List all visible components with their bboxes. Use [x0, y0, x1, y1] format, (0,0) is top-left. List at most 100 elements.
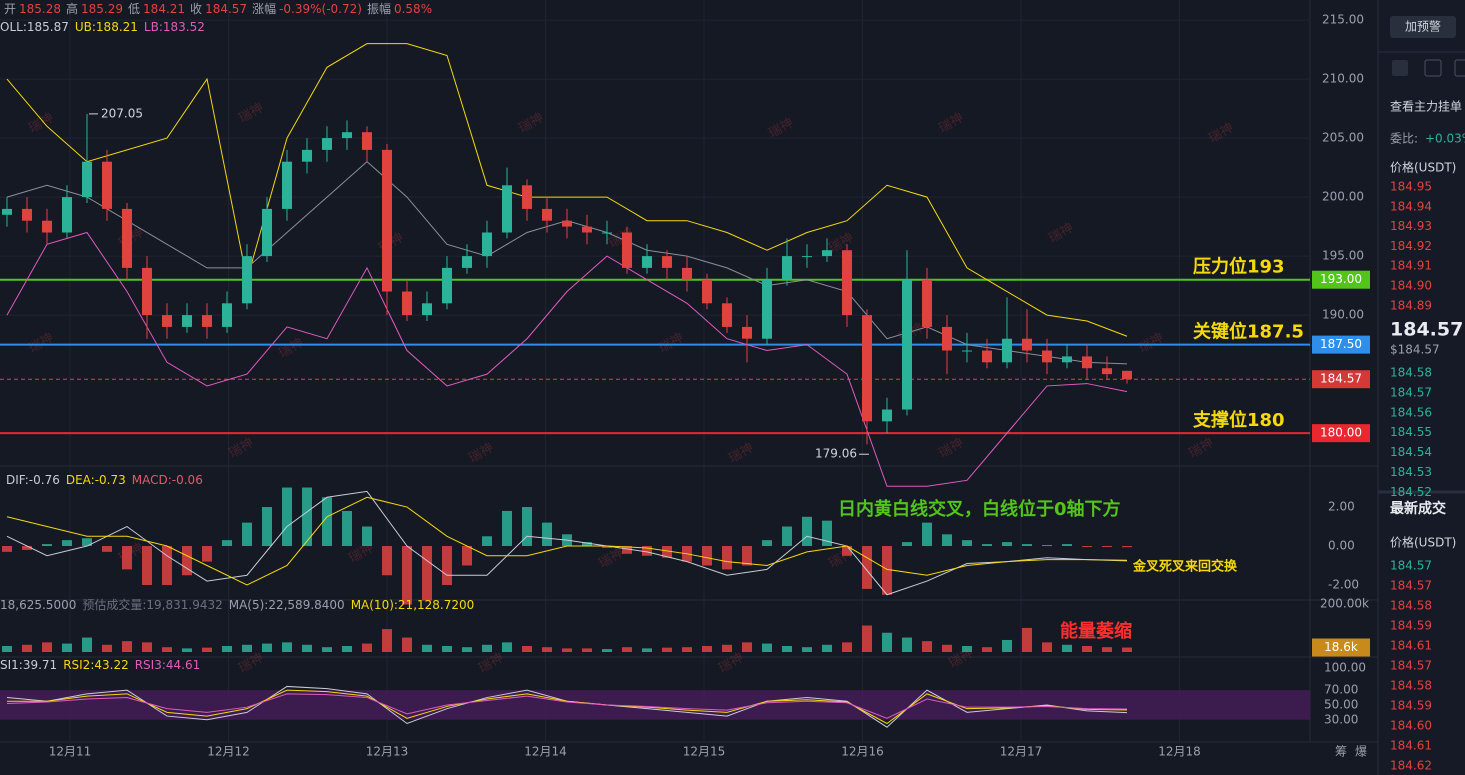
macd-bar [1082, 546, 1092, 548]
legend-item: RSI2:43.22 [63, 658, 129, 672]
bid-price: 184.58 [1390, 366, 1432, 380]
ratio-label: 委比: [1390, 132, 1418, 146]
level-label: 压力位193 [1193, 256, 1285, 278]
macd-bar [362, 526, 372, 547]
y-tick-label: 200.00k [1320, 596, 1369, 610]
macd-bar [842, 546, 852, 556]
volume-bar [762, 643, 772, 652]
volume-bar [62, 643, 72, 652]
candle-body [1122, 370, 1132, 380]
volume-bar [782, 645, 792, 652]
candle-body [1062, 356, 1072, 363]
macd-bar [1062, 544, 1072, 547]
info-label: 收 [190, 2, 202, 16]
volume-bar [942, 644, 952, 652]
x-tick-label: 12月12 [207, 745, 250, 759]
volume-bar [262, 643, 272, 652]
macd-bar [862, 546, 872, 589]
macd-bar [422, 546, 432, 601]
trade-price: 184.58 [1390, 679, 1432, 693]
x-tick-label: 12月15 [683, 745, 726, 759]
macd-bar [482, 536, 492, 547]
volume-bar [182, 648, 192, 652]
volume-bar [822, 644, 832, 652]
candle-body [182, 315, 192, 327]
macd-bar [942, 534, 952, 547]
legend-item: MA(10):21,128.7200 [351, 598, 475, 612]
alert-button-label[interactable]: 加预警 [1405, 19, 1441, 34]
side-panel [1378, 0, 1465, 775]
macd-bar [1042, 545, 1052, 547]
ask-price: 184.92 [1390, 239, 1432, 253]
volume-bar [322, 647, 332, 652]
macd-bar [1022, 544, 1032, 547]
volume-bar [682, 647, 692, 652]
corner-icon[interactable]: 筹 [1335, 745, 1347, 759]
volume-bar [742, 642, 752, 652]
x-tick-label: 12月17 [1000, 745, 1043, 759]
x-tick-label: 12月14 [524, 745, 567, 759]
macd-bar [882, 546, 892, 595]
macd-bar [62, 540, 72, 547]
macd-bar [282, 487, 292, 547]
price-tag [1312, 424, 1370, 443]
volume-bar [722, 644, 732, 652]
legend-item: 18,625.5000 [0, 598, 76, 612]
trade-price: 184.58 [1390, 599, 1432, 613]
y-tick-label: 205.00 [1322, 131, 1364, 145]
macd-bar [342, 510, 352, 547]
macd-bar [982, 544, 992, 547]
trade-price: 184.57 [1390, 559, 1432, 573]
volume-bar [242, 644, 252, 652]
cross-note: 金叉死叉来回交换 [1132, 559, 1238, 575]
candle-body [362, 132, 372, 150]
corner-icon[interactable]: 爆 [1355, 745, 1367, 759]
macd-note: 日内黄白线交叉，白线位于0轴下方 [838, 498, 1121, 520]
info-value: 184.57 [205, 2, 247, 16]
candle-body [562, 220, 572, 227]
y-tick-label: 100.00 [1324, 660, 1366, 674]
ask-price: 184.95 [1390, 180, 1432, 194]
candle-body [342, 132, 352, 139]
volume-bar [282, 642, 292, 652]
book-view-icon[interactable] [1424, 59, 1442, 77]
y-tick-label: 2.00 [1328, 500, 1355, 514]
rsi-band [0, 690, 1310, 720]
macd-bar [322, 497, 332, 547]
candle-body [782, 256, 792, 280]
macd-bar [642, 546, 652, 556]
candle-body [222, 303, 232, 327]
volume-bar [1122, 647, 1132, 652]
candle-body [302, 149, 312, 162]
volume-bar [1102, 647, 1112, 652]
candle-body [642, 256, 652, 268]
volume-bar [802, 647, 812, 652]
book-view-icon[interactable] [1392, 60, 1408, 76]
volume-bar [562, 648, 572, 652]
candle-body [62, 197, 72, 233]
macd-bar [902, 542, 912, 547]
level-label: 支撑位180 [1192, 409, 1285, 431]
legend-item: UB:188.21 [75, 20, 138, 34]
y-tick-label: 50.00 [1324, 697, 1358, 711]
trade-price: 184.57 [1390, 579, 1432, 593]
volume-bar [702, 645, 712, 652]
candle-body [962, 350, 972, 352]
price-tag-label: 180.00 [1320, 426, 1362, 440]
rsi-line [6, 693, 1128, 719]
volume-bar [1022, 627, 1032, 652]
info-label: 开 [4, 2, 16, 16]
candle-body [662, 256, 672, 268]
volume-bar [362, 643, 372, 652]
candle-body [762, 279, 772, 339]
candle-body [622, 232, 632, 268]
depth-link[interactable]: 查看主力挂单 [1390, 100, 1462, 114]
candle-body [1002, 338, 1012, 363]
volume-bar [662, 647, 672, 652]
legend-item: DEA:-0.73 [66, 473, 126, 487]
legend-item: OLL:185.87 [0, 20, 69, 34]
volume-bar [582, 648, 592, 652]
book-view-icon[interactable] [1454, 59, 1465, 77]
alert-button[interactable] [1390, 16, 1456, 38]
macd-bar [182, 546, 192, 576]
